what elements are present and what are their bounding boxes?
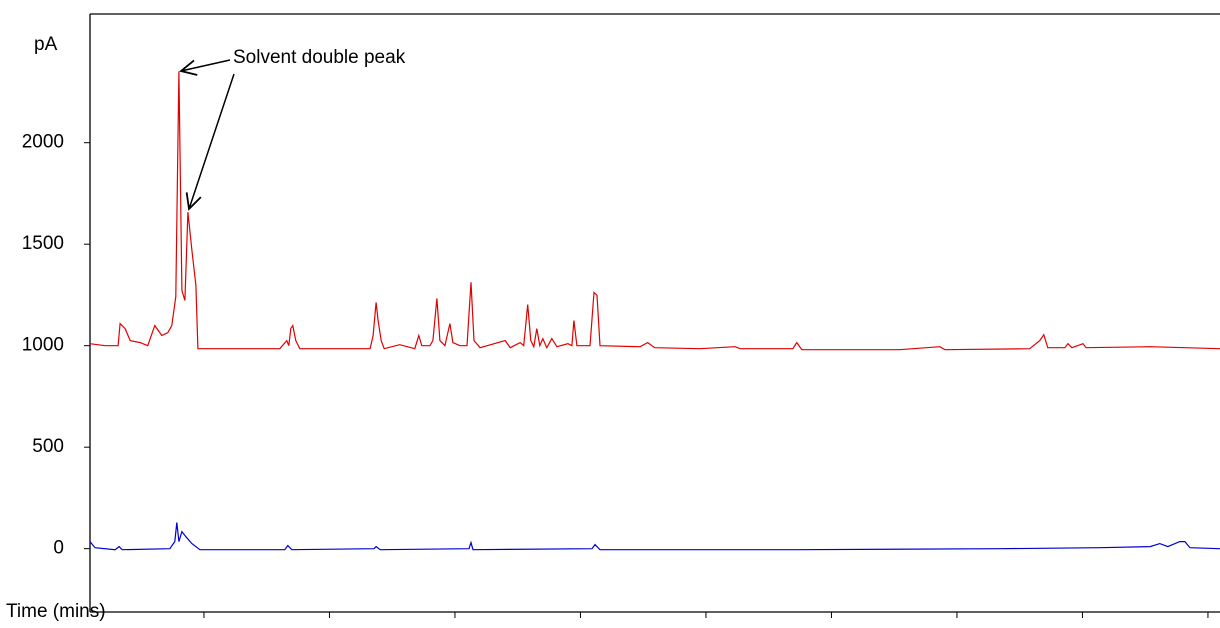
y-tick-label: 1000 [22,335,64,356]
trace [89,71,1220,351]
annotation-arrow [189,73,235,209]
y-tick-label: 0 [53,538,64,559]
y-tick-label: 2000 [22,132,64,153]
annotation: Solvent double peak [233,47,406,68]
y-tick-label: 500 [32,436,64,457]
y-axis-label: pA [34,34,58,55]
y-tick-label: 1500 [22,233,64,254]
annotation-arrow [181,59,231,71]
trace [89,522,1220,551]
x-axis-label: Time (mins) [6,601,106,622]
